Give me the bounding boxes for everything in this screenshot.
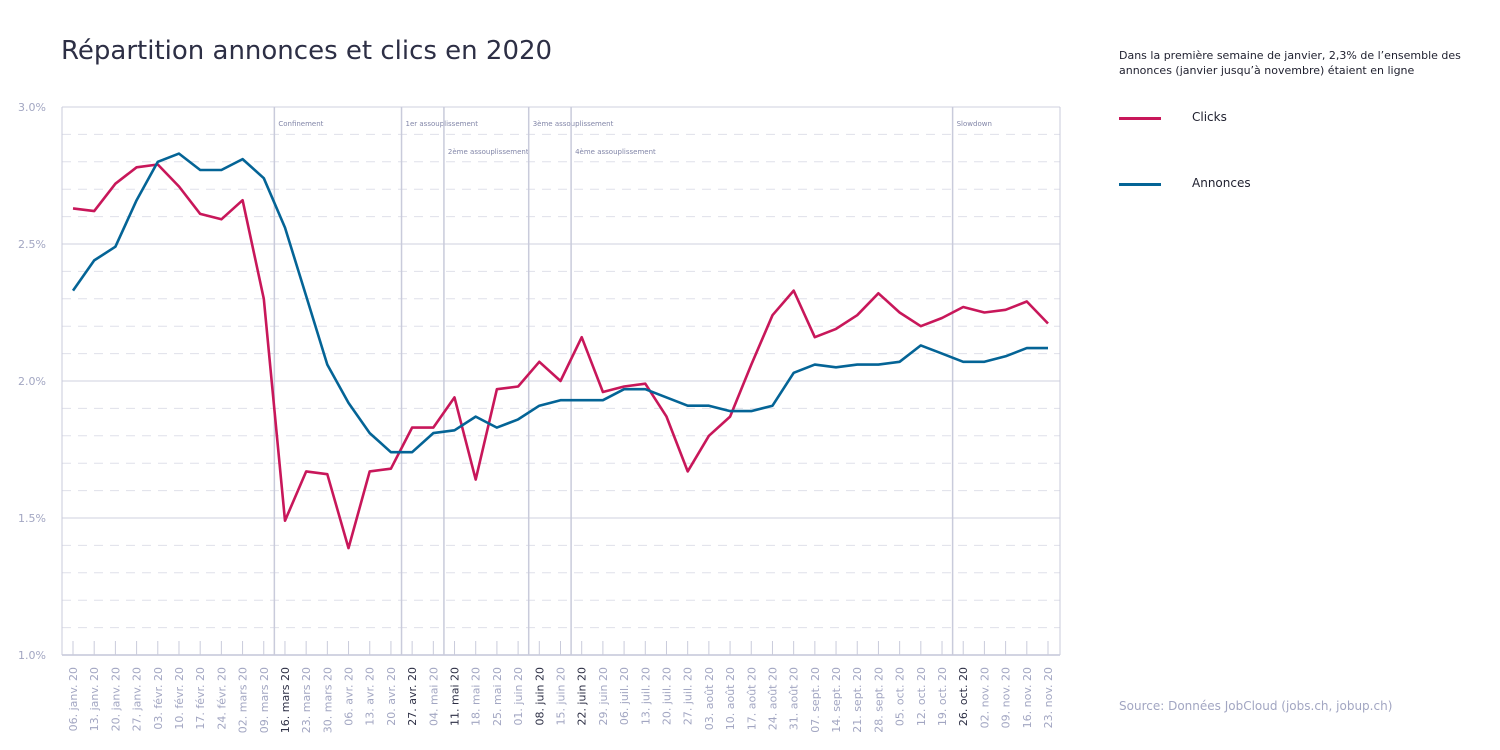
- legend-label-annonces: Annonces: [1192, 176, 1251, 190]
- x-tick-label: 17. août 20: [745, 667, 758, 730]
- x-tick-label: 02. nov. 20: [978, 667, 991, 728]
- x-tick-label: 31. août 20: [788, 667, 801, 730]
- x-tick-label: 21. sept. 20: [851, 667, 864, 733]
- legend-item-annonces[interactable]: Annonces: [1119, 174, 1419, 194]
- x-tick-label: 03. août 20: [703, 667, 716, 730]
- x-tick-label: 27. juil. 20: [682, 667, 695, 725]
- legend-swatch-annonces: [1119, 183, 1161, 186]
- x-tick-label: 09. mars 20: [258, 667, 271, 733]
- x-tick-label: 13. avr. 20: [364, 667, 377, 726]
- x-tick-label: 17. févr. 20: [194, 667, 207, 730]
- chart-title: Répartition annonces et clics en 2020: [61, 36, 553, 66]
- event-label: 4ème assouplissement: [575, 148, 656, 156]
- y-tick-label: 2.0%: [18, 375, 46, 388]
- x-tick-label: 13. juil. 20: [639, 667, 652, 725]
- y-tick-label: 1.5%: [18, 512, 46, 525]
- legend-item-clicks[interactable]: Clicks: [1119, 108, 1419, 128]
- legend-swatch-clicks: [1119, 117, 1161, 120]
- x-tick-label: 30. mars 20: [321, 667, 334, 733]
- y-tick-label: 3.0%: [18, 101, 46, 114]
- x-tick-label: 20. juil. 20: [660, 667, 673, 725]
- x-tick-label: 01. juin 20: [512, 667, 525, 726]
- x-tick-label: 11. mai 20: [449, 667, 462, 726]
- x-tick-label: 29. juin 20: [597, 667, 610, 726]
- x-tick-label: 08. juin 20: [533, 667, 546, 726]
- x-tick-label: 07. sept. 20: [809, 667, 822, 733]
- x-tick-label: 20. janv. 20: [109, 667, 122, 731]
- x-tick-label: 10. août 20: [724, 667, 737, 730]
- y-tick-label: 2.5%: [18, 238, 46, 251]
- x-tick-label: 25. mai 20: [491, 667, 504, 726]
- x-tick-label: 23. nov. 20: [1042, 667, 1055, 728]
- series-line-annonces: [71, 152, 1048, 454]
- x-tick-label: 06. avr. 20: [343, 667, 356, 726]
- x-tick-label: 02. mars 20: [237, 667, 250, 733]
- x-tick-label: 06. juil. 20: [618, 667, 631, 725]
- y-tick-label: 1.0%: [18, 649, 46, 662]
- x-tick-label: 20. avr. 20: [385, 667, 398, 726]
- x-tick-label: 24. août 20: [766, 667, 779, 730]
- x-tick-label: 12. oct. 20: [915, 667, 928, 726]
- x-tick-label: 22. juin 20: [576, 667, 589, 726]
- x-tick-label: 24. févr. 20: [215, 667, 228, 730]
- legend: Clicks Annonces: [1119, 108, 1419, 240]
- event-label: Slowdown: [957, 120, 992, 128]
- event-label: Confinement: [278, 120, 323, 128]
- x-tick-label: 13. janv. 20: [88, 667, 101, 731]
- x-tick-label: 19. oct. 20: [936, 667, 949, 726]
- event-label: 2ème assouplissement: [448, 148, 529, 156]
- chart-note: Dans la première semaine de janvier, 2,3…: [1119, 49, 1461, 77]
- x-tick-label: 16. nov. 20: [1021, 667, 1034, 728]
- x-tick-label: 10. févr. 20: [173, 667, 186, 730]
- x-tick-label: 23. mars 20: [300, 667, 313, 733]
- x-tick-label: 18. mai 20: [470, 667, 483, 726]
- x-tick-label: 05. oct. 20: [894, 667, 907, 726]
- x-tick-label: 06. janv. 20: [67, 667, 80, 731]
- x-tick-label: 04. mai 20: [427, 667, 440, 726]
- x-tick-label: 16. mars 20: [279, 667, 292, 733]
- legend-label-clicks: Clicks: [1192, 110, 1227, 124]
- x-tick-label: 15. juin 20: [555, 667, 568, 726]
- x-tick-label: 28. sept. 20: [872, 667, 885, 733]
- x-tick-label: 14. sept. 20: [830, 667, 843, 733]
- x-tick-label: 27. avr. 20: [406, 667, 419, 726]
- line-chart: 1.0% 1.5% 2.0% 2.5% 3.0% Confinement 1er assou…: [18, 101, 1061, 733]
- event-label: 3ème assouplissement: [533, 120, 614, 128]
- x-tick-label: 27. janv. 20: [131, 667, 144, 731]
- event-label: 1er assouplissement: [406, 120, 479, 128]
- chart-source: Source: Données JobCloud (jobs.ch, jobup…: [1119, 699, 1393, 713]
- x-tick-label: 03. févr. 20: [152, 667, 165, 730]
- x-tick-label: 09. nov. 20: [1000, 667, 1013, 728]
- x-tick-label: 26. oct. 20: [957, 667, 970, 726]
- series-line-clicks: [72, 163, 1049, 550]
